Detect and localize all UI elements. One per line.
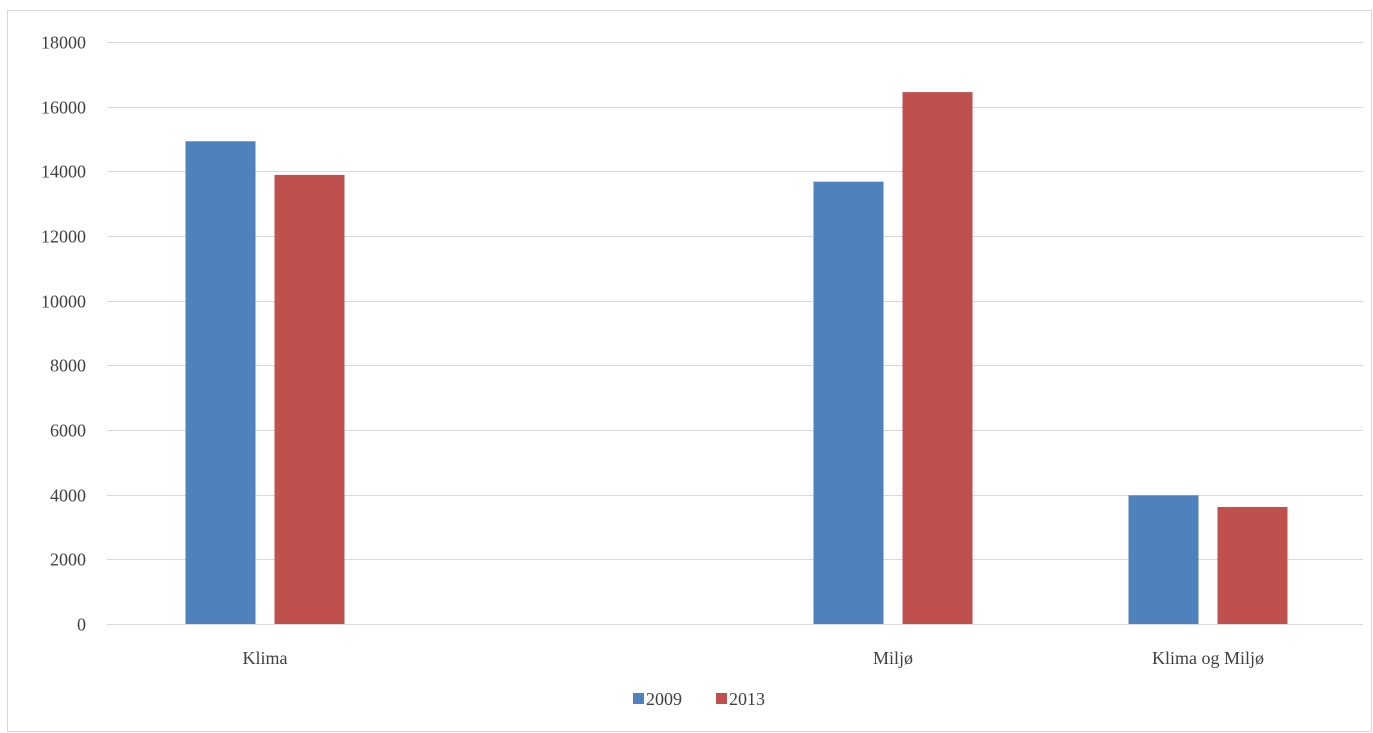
y-tick-label: 16000: [41, 98, 86, 118]
x-category-label: Klima: [243, 648, 288, 668]
y-tick-label: 2000: [50, 550, 86, 570]
bar-2009-miljø: [813, 181, 884, 624]
x-category-label: Miljø: [873, 648, 913, 668]
y-tick-label: 12000: [41, 227, 86, 247]
y-tick-label: 14000: [41, 162, 86, 182]
y-tick-label: 0: [77, 615, 86, 635]
y-tick-label: 18000: [41, 33, 86, 53]
legend-swatch-2009: [633, 693, 644, 704]
bars: [185, 92, 1288, 624]
y-axis-ticks: 0 2000 4000 6000 8000 10000 12000 14000 16000 180…: [41, 33, 86, 635]
y-tick-label: 8000: [50, 356, 86, 376]
y-tick-label: 10000: [41, 292, 86, 312]
legend-label-2013: 2013: [729, 689, 765, 709]
bar-2013-miljø: [902, 92, 973, 624]
legend-swatch-2013: [716, 693, 727, 704]
x-axis-categories: Klima Miljø Klima og Miljø: [243, 648, 1265, 668]
bar-2013-klima: [274, 174, 345, 624]
x-category-label: Klima og Miljø: [1152, 648, 1264, 668]
legend-label-2009: 2009: [646, 689, 682, 709]
y-tick-label: 6000: [50, 421, 86, 441]
bar-2013-klima-og-miljø: [1217, 506, 1288, 624]
y-tick-label: 4000: [50, 486, 86, 506]
bar-2009-klima-og-miljø: [1128, 495, 1199, 624]
legend: 2009 2013: [633, 689, 765, 709]
bar-2009-klima: [185, 141, 256, 624]
